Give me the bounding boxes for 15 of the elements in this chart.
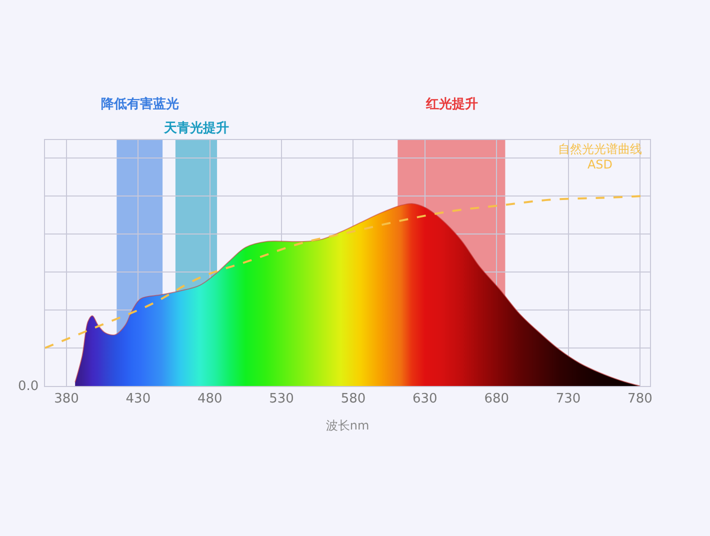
text: 0.0 bbox=[18, 379, 39, 394]
text: 自然光光谱曲线 ASD bbox=[558, 142, 642, 172]
band-label: 红光提升 bbox=[425, 96, 478, 112]
x-tick-label: 680 bbox=[484, 392, 510, 407]
x-tick-label: 480 bbox=[197, 392, 222, 407]
x-tick-label: 430 bbox=[126, 392, 151, 407]
x-tick-label: 630 bbox=[412, 392, 438, 407]
x-tick-label: 780 bbox=[628, 392, 652, 407]
x-tick-label: 530 bbox=[269, 392, 294, 407]
x-tick-label: 380 bbox=[54, 392, 79, 407]
x-tick-label: 730 bbox=[556, 392, 581, 407]
x-axis-title: 波长nm bbox=[326, 418, 370, 432]
band-label: 天青光提升 bbox=[163, 120, 229, 136]
x-tick-label: 580 bbox=[340, 392, 366, 407]
band-label: 降低有害蓝光 bbox=[101, 96, 179, 112]
